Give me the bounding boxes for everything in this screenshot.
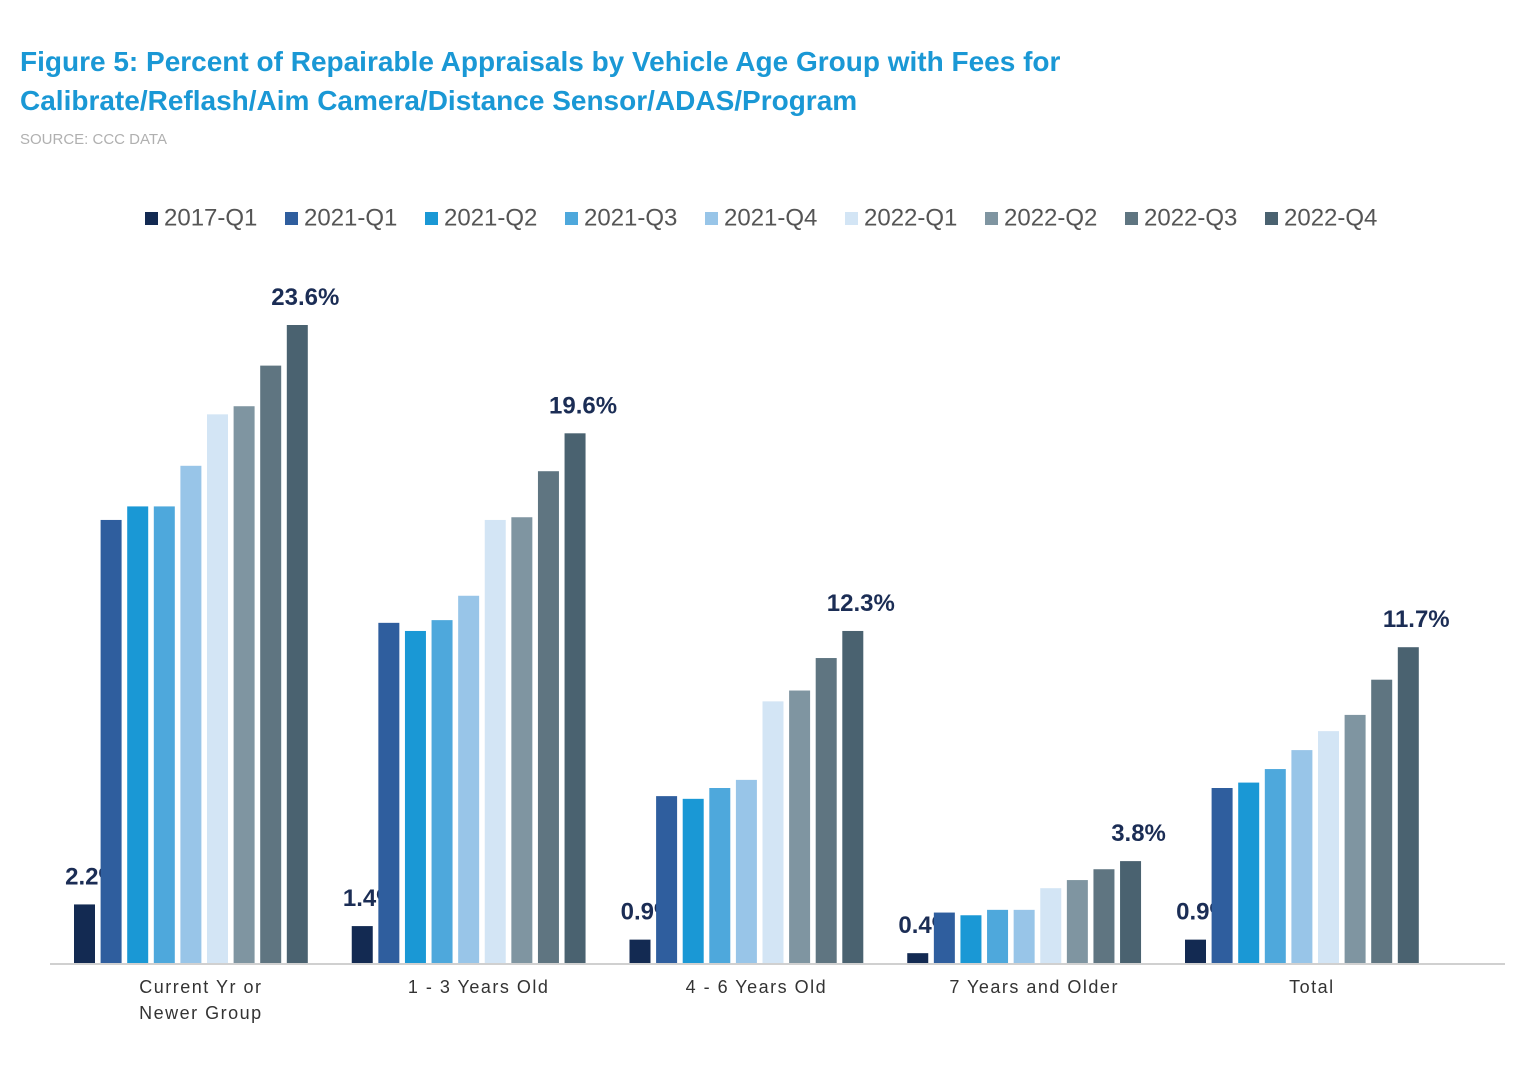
- legend-label: 2021-Q3: [584, 204, 677, 231]
- bar: [260, 365, 282, 965]
- bar: [431, 620, 453, 964]
- bar: [1211, 788, 1233, 964]
- legend-label: 2021-Q1: [304, 204, 397, 231]
- bar: [127, 506, 149, 964]
- chart-title: Figure 5: Percent of Repairable Appraisa…: [20, 46, 1061, 116]
- legend-label: 2017-Q1: [164, 204, 257, 231]
- legend-label: 2022-Q1: [864, 204, 957, 231]
- bar: [735, 779, 757, 964]
- bar: [933, 912, 955, 964]
- legend-swatch: [985, 212, 998, 225]
- bar: [1344, 714, 1366, 964]
- bar: [1371, 679, 1393, 964]
- value-label: 19.6%: [549, 392, 617, 419]
- bar: [656, 796, 678, 964]
- bar: [907, 953, 929, 964]
- bar: [1264, 769, 1286, 964]
- bar: [207, 414, 228, 964]
- bar: [762, 701, 784, 964]
- bar: [682, 798, 704, 964]
- bar: [378, 622, 400, 964]
- bar: [1238, 782, 1260, 964]
- legend-swatch: [1125, 212, 1138, 225]
- legend-swatch: [705, 212, 718, 225]
- bar: [1120, 861, 1142, 964]
- bar: [458, 595, 480, 964]
- legend-swatch: [1265, 212, 1278, 225]
- bar: [842, 630, 864, 964]
- chart-subtitle: SOURCE: CCC DATA: [20, 131, 167, 148]
- legend-label: 2022-Q2: [1004, 204, 1097, 231]
- legend-swatch: [565, 212, 578, 225]
- legend-label: 2021-Q4: [724, 204, 817, 231]
- bar: [351, 926, 373, 964]
- bar: [1185, 939, 1206, 964]
- value-label: 23.6%: [271, 284, 339, 311]
- bar: [484, 519, 506, 964]
- value-label: 3.8%: [1111, 820, 1166, 847]
- x-tick-label: 4 - 6 Years Old: [685, 977, 828, 997]
- bar: [1066, 880, 1088, 964]
- bar: [815, 658, 837, 964]
- bar: [1291, 750, 1313, 964]
- legend-label: 2022-Q4: [1284, 204, 1377, 231]
- bar: [404, 630, 426, 964]
- bar: [1013, 909, 1035, 964]
- bar: [180, 465, 202, 964]
- value-label: 11.7%: [1383, 606, 1450, 633]
- legend-swatch: [845, 212, 858, 225]
- bar: [709, 788, 731, 964]
- bar: [1093, 869, 1115, 964]
- legend-swatch: [285, 212, 298, 225]
- x-tick-label: Current Yr or Newer Group: [139, 977, 263, 1023]
- bar: [286, 325, 308, 964]
- legend-label: 2022-Q3: [1144, 204, 1237, 231]
- x-tick-label: 1 - 3 Years Old: [407, 977, 550, 997]
- bar: [987, 909, 1009, 964]
- legend-swatch: [425, 212, 438, 225]
- bar: [960, 915, 982, 964]
- bar: [1318, 731, 1339, 964]
- bar: [1040, 888, 1062, 964]
- bar: [233, 406, 255, 964]
- legend-label: 2021-Q2: [444, 204, 537, 231]
- bar: [153, 506, 175, 964]
- bar: [74, 904, 95, 964]
- x-tick-label: 7 Years and Older: [949, 977, 1119, 997]
- bar: [511, 517, 533, 964]
- bar: [537, 471, 559, 964]
- bar: [100, 519, 122, 964]
- bar: [1397, 647, 1419, 964]
- x-tick-label: Total: [1289, 977, 1335, 997]
- bar: [629, 939, 651, 964]
- value-label: 12.3%: [827, 590, 895, 617]
- bar: [564, 433, 586, 965]
- legend-swatch: [145, 212, 158, 225]
- bar: [789, 690, 811, 964]
